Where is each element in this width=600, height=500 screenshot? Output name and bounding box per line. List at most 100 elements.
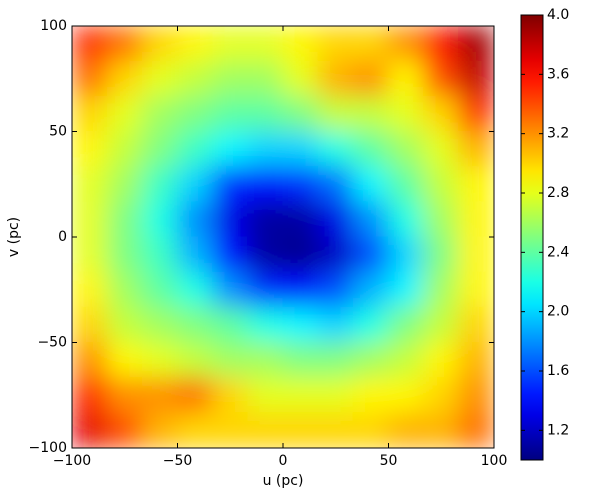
heatmap-cell — [423, 26, 460, 62]
heatmap-cell — [177, 306, 214, 343]
heatmap-cell — [458, 271, 494, 308]
heatmap-cell — [352, 377, 389, 414]
heatmap-cell — [72, 306, 108, 343]
heatmap-cell — [352, 201, 389, 238]
heatmap-cell — [423, 131, 460, 168]
heatmap-cell — [72, 412, 108, 448]
heatmap-cell — [212, 201, 249, 238]
heatmap-cell — [212, 236, 249, 273]
heatmap-cell — [317, 95, 354, 132]
heatmap-cell — [317, 26, 354, 62]
heatmap-cell — [388, 60, 425, 97]
heatmap-cell — [141, 412, 178, 448]
colorbar-tick-label: 2.8 — [547, 185, 569, 201]
heatmap-cell — [72, 60, 108, 97]
heatmap-cell — [458, 306, 494, 343]
heatmap-cell — [423, 95, 460, 132]
heatmap-cell — [423, 166, 460, 203]
heatmap-cell — [352, 342, 389, 379]
y-tick-label: −50 — [37, 335, 67, 351]
heatmap-cell — [423, 377, 460, 414]
heatmap-cell — [106, 271, 143, 308]
plot-area — [72, 26, 494, 448]
heatmap-cell — [177, 201, 214, 238]
heatmap-cell — [247, 60, 284, 97]
colorbar-tick-label: 1.2 — [547, 422, 569, 438]
heatmap-cell — [106, 306, 143, 343]
heatmap-cell — [282, 377, 319, 414]
heatmap-cell — [177, 131, 214, 168]
heatmap-cell — [141, 26, 178, 62]
heatmap-cell — [72, 26, 108, 62]
heatmap-cell — [177, 271, 214, 308]
heatmap-cell — [177, 236, 214, 273]
heatmap-cell — [106, 166, 143, 203]
heatmap-cell — [141, 95, 178, 132]
heatmap-cell — [106, 342, 143, 379]
heatmap-cell — [106, 131, 143, 168]
heatmap-cell — [106, 26, 143, 62]
heatmap-cell — [458, 412, 494, 448]
heatmap-cell — [388, 412, 425, 448]
heatmap-cell — [247, 271, 284, 308]
heatmap-cell — [352, 131, 389, 168]
heatmap-cell — [247, 131, 284, 168]
heatmap-cell — [317, 60, 354, 97]
heatmap-cell — [423, 60, 460, 97]
heatmap-cell — [388, 131, 425, 168]
heatmap-cell — [282, 201, 319, 238]
heatmap-cell — [282, 95, 319, 132]
heatmap-cell — [212, 26, 249, 62]
heatmap-cell — [282, 60, 319, 97]
heatmap-cell — [212, 412, 249, 448]
heatmap-cell — [423, 201, 460, 238]
heatmap-cell — [317, 377, 354, 414]
heatmap-cell — [106, 201, 143, 238]
x-tick-label: 0 — [279, 453, 288, 469]
heatmap-cell — [247, 377, 284, 414]
heatmap-cell — [247, 412, 284, 448]
heatmap-cell — [282, 26, 319, 62]
heatmap-cell — [212, 377, 249, 414]
heatmap-cell — [247, 306, 284, 343]
heatmap-cell — [282, 306, 319, 343]
colorbar-tick-label: 1.6 — [547, 363, 569, 379]
heatmap-cell — [282, 236, 319, 273]
heatmap-cell — [352, 271, 389, 308]
heatmap-cell — [212, 95, 249, 132]
heatmap-cell — [317, 166, 354, 203]
heatmap-cell — [177, 60, 214, 97]
heatmap-cell — [352, 60, 389, 97]
heatmap-cell — [72, 236, 108, 273]
heatmap-cell — [388, 306, 425, 343]
heatmap-cell — [458, 201, 494, 238]
y-tick-label: 100 — [40, 18, 67, 34]
heatmap-cell — [388, 95, 425, 132]
heatmap-cell — [212, 131, 249, 168]
heatmap-cell — [458, 377, 494, 414]
heatmap-cell — [388, 236, 425, 273]
heatmap-cell — [72, 271, 108, 308]
x-axis-label: u (pc) — [263, 473, 304, 489]
heatmap-cell — [458, 166, 494, 203]
heatmap-cell — [106, 236, 143, 273]
heatmap-cell — [458, 131, 494, 168]
heatmap-cell — [317, 236, 354, 273]
heatmap-cell — [458, 26, 494, 62]
heatmap-cell — [458, 236, 494, 273]
colorbar-tick-label: 3.2 — [547, 126, 569, 142]
colorbar-tick-label: 3.6 — [547, 66, 569, 82]
heatmap-cell — [423, 306, 460, 343]
heatmap-cell — [212, 166, 249, 203]
heatmap-cell — [423, 342, 460, 379]
colorbar-tick-label: 2.4 — [547, 244, 569, 260]
colorbar-tick-label: 4.0 — [547, 7, 569, 23]
heatmap-cell — [423, 271, 460, 308]
heatmap-cell — [177, 95, 214, 132]
heatmap-cell — [317, 131, 354, 168]
colorbar-tick-label: 2.0 — [547, 304, 569, 320]
heatmap-cell — [423, 412, 460, 448]
y-tick-label: 0 — [58, 229, 67, 245]
heatmap-cell — [141, 271, 178, 308]
